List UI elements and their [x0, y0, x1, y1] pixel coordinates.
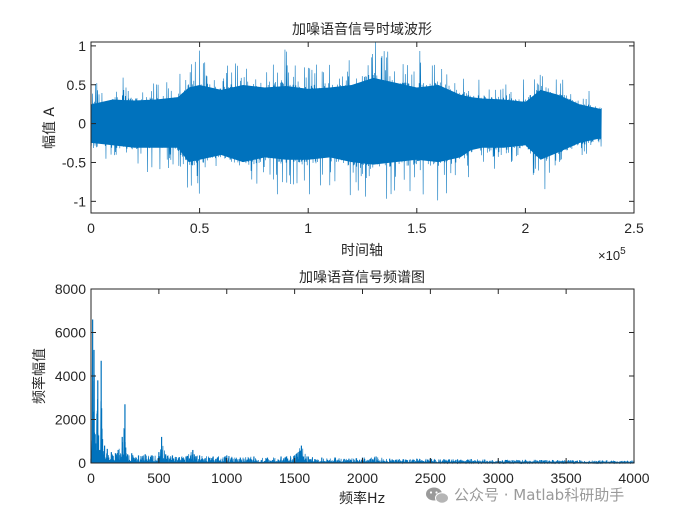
y-tick-label: 4000	[55, 368, 86, 384]
x-tick-label: 0.5	[190, 220, 210, 236]
waveform-core	[91, 77, 602, 165]
x-tick-label: 2000	[347, 470, 378, 486]
spectrum-series	[90, 351, 635, 465]
x-tick-label: 500	[147, 470, 171, 486]
plot-area	[90, 319, 635, 465]
x-tick-label: 2.5	[624, 220, 644, 236]
x-tick-label: 1.5	[407, 220, 427, 236]
wechat-icon	[426, 487, 449, 504]
watermark: 公众号 · Matlab科研助手	[426, 486, 624, 504]
time-domain-chart: 加噪语音信号时域波形 0 0.5 1 1.5 2 2.5 -1-0.500.51 时间轴 …	[42, 21, 644, 263]
x-tick-label: 0	[87, 470, 95, 486]
axes-box	[90, 288, 635, 464]
y-tick-label: 0	[78, 116, 86, 132]
y-tick-label: 2000	[55, 412, 86, 428]
x-tick-label: 0	[87, 220, 95, 236]
x-axis: 0 0.5 1 1.5 2 2.5	[87, 42, 644, 236]
plot-area	[90, 41, 602, 201]
y-tick-label: 1	[78, 38, 86, 54]
watermark-text: 公众号 · Matlab科研助手	[454, 486, 624, 504]
chart-title: 加噪语音信号时域波形	[292, 21, 432, 38]
x-tick-label: 2	[522, 220, 530, 236]
chart-title: 加噪语音信号频谱图	[299, 269, 425, 286]
x-tick-label: 2500	[415, 470, 446, 486]
y-tick-label: -1	[74, 193, 87, 209]
spectrum-chart: 加噪语音信号频谱图 0 500 1000 1500 2000 2500 3000 3500 40…	[31, 269, 650, 507]
x-axis-label: 频率Hz	[339, 490, 385, 507]
y-tick-label: 0	[78, 455, 86, 471]
x-exponent-base: ×10	[598, 248, 620, 263]
y-axis-label: 频率幅值	[31, 348, 48, 404]
x-tick-label: 3500	[551, 470, 582, 486]
y-axis: 0 2000 4000 6000 8000	[55, 281, 634, 471]
y-tick-label: -0.5	[62, 154, 86, 170]
x-tick-label: 3000	[483, 470, 514, 486]
x-tick-label: 1000	[211, 470, 242, 486]
x-axis-label: 时间轴	[341, 243, 383, 259]
x-tick-label: 4000	[618, 470, 649, 486]
y-tick-label: 0.5	[67, 77, 87, 93]
axes-box	[90, 41, 635, 214]
x-axis: 0 500 1000 1500 2000 2500 3000 3500 4000	[87, 289, 650, 486]
x-tick-label: 1	[304, 220, 312, 236]
x-exponent-label: ×105	[598, 246, 626, 263]
y-tick-label: 8000	[55, 281, 86, 297]
y-tick-label: 6000	[55, 325, 86, 341]
y-axis: -1 -0.5 0 0.5 1	[62, 38, 634, 209]
x-exponent-power: 5	[620, 246, 626, 257]
y-axis-label: 幅值 A	[42, 107, 58, 149]
x-tick-label: 1500	[279, 470, 310, 486]
